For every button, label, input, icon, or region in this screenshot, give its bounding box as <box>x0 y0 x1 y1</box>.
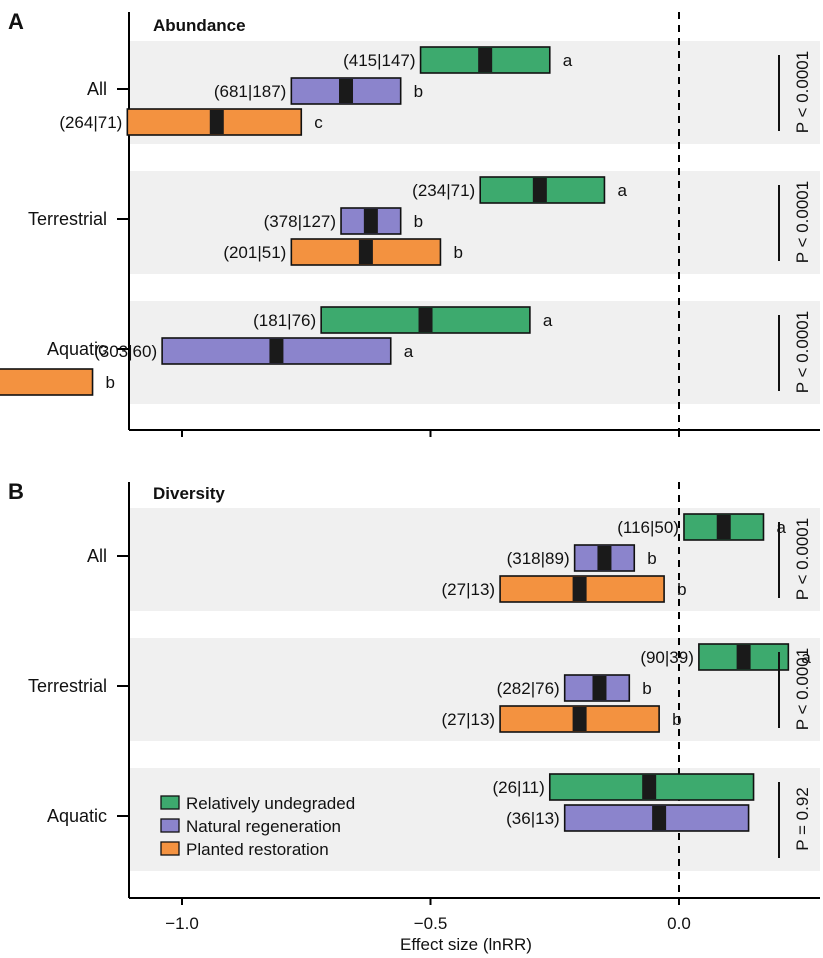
panel-b-terrestrial-undegraded-sample-size: (90|39) <box>640 648 694 667</box>
panel-a-terrestrial-natural-mean-marker <box>363 209 378 233</box>
panel-b-terrestrial-natural-sample-size: (282|76) <box>497 679 560 698</box>
panel-a-terrestrial-natural-sample-size: (378|127) <box>264 212 336 231</box>
panel-b-terrestrial-planted-group-letter: b <box>672 710 681 729</box>
legend-label-planted: Planted restoration <box>186 840 329 859</box>
panel-b-all-category-label: All <box>87 546 107 566</box>
panel-b-aquatic-natural-sample-size: (36|13) <box>506 809 560 828</box>
panel-b-terrestrial-undegraded-mean-marker <box>736 645 751 669</box>
panel-a-aquatic-planted-range-bar <box>0 368 94 396</box>
panel-a-all-natural-group-letter: b <box>414 82 423 101</box>
panel-a-aquatic-natural-mean-marker <box>269 339 284 363</box>
panel-b-all-natural-sample-size: (318|89) <box>507 549 570 568</box>
panel-b-terrestrial-planted-sample-size: (27|13) <box>442 710 496 729</box>
panel-a-aquatic-natural-sample-size: (303|60) <box>94 342 157 361</box>
panel-a-letter: A <box>8 9 24 34</box>
panel-b-terrestrial-natural-group-letter: b <box>642 679 651 698</box>
panel-a-all-undegraded-mean-marker <box>478 48 493 72</box>
panel-a-terrestrial-natural-group-letter: b <box>414 212 423 231</box>
panel-b-aquatic-natural-mean-marker <box>652 806 667 830</box>
panel-b-all-planted-mean-marker <box>572 577 587 601</box>
panel-b-aquatic-category-label: Aquatic <box>47 806 107 826</box>
panel-b-aquatic-p-value: P = 0.92 <box>793 787 812 851</box>
legend-label-undegraded: Relatively undegraded <box>186 794 355 813</box>
legend-swatch-planted <box>160 841 180 856</box>
panel-a-terrestrial-category-label: Terrestrial <box>28 209 107 229</box>
panel-b-letter: B <box>8 479 24 504</box>
panel-a-all-category-label: All <box>87 79 107 99</box>
x-tick-label: −0.5 <box>414 914 448 933</box>
panel-a-terrestrial-p-value: P < 0.0001 <box>793 181 812 263</box>
panel-b-all-planted-group-letter: b <box>677 580 686 599</box>
panel-b-terrestrial-planted-mean-marker <box>572 707 587 731</box>
panel-a-all-natural-sample-size: (681|187) <box>214 82 286 101</box>
panel-b-terrestrial-natural-mean-marker <box>592 676 607 700</box>
panel-a-all-p-value: P < 0.0001 <box>793 51 812 133</box>
panel-a-terrestrial-planted-mean-marker <box>358 240 373 264</box>
panel-a-title: Abundance <box>153 16 246 35</box>
legend-label-natural: Natural regeneration <box>186 817 341 836</box>
panel-b-all-natural-mean-marker <box>597 546 612 570</box>
panel-a-all-planted-mean-marker <box>209 110 224 134</box>
panel-b-all-undegraded-group-letter: a <box>776 518 786 537</box>
panel-b-aquatic-undegraded-sample-size: (26|11) <box>492 778 544 797</box>
panel-a-all-natural-mean-marker <box>339 79 354 103</box>
panel-b-aquatic-undegraded-mean-marker <box>642 775 657 799</box>
panel-a-aquatic-planted-group-letter: b <box>106 373 115 392</box>
panel-a-all-undegraded-group-letter: a <box>563 51 573 70</box>
panel-a-terrestrial-planted-group-letter: b <box>453 243 462 262</box>
panel-a-aquatic-undegraded-group-letter: a <box>543 311 553 330</box>
panel-b-all-undegraded-mean-marker <box>716 515 731 539</box>
panel-a-all-planted-group-letter: c <box>314 113 323 132</box>
panel-a-terrestrial-band <box>130 171 820 274</box>
panel-b-all-p-value: P < 0.0001 <box>793 518 812 600</box>
panel-b-terrestrial-category-label: Terrestrial <box>28 676 107 696</box>
panel-a-aquatic-p-value: P < 0.0001 <box>793 311 812 393</box>
panel-b-title: Diversity <box>153 484 225 503</box>
panel-a-terrestrial-undegraded-group-letter: a <box>617 181 627 200</box>
panel-a-terrestrial-undegraded-sample-size: (234|71) <box>412 181 475 200</box>
panel-a-aquatic-undegraded-mean-marker <box>418 308 433 332</box>
legend-swatch-undegraded <box>160 795 180 810</box>
x-axis-title: Effect size (lnRR) <box>400 935 532 954</box>
panel-a-all-planted-sample-size: (264|71) <box>59 113 122 132</box>
x-tick-label: 0.0 <box>667 914 691 933</box>
panel-a-aquatic-natural-group-letter: a <box>404 342 414 361</box>
panel-b-terrestrial-undegraded-group-letter: a <box>801 648 811 667</box>
panel-a-aquatic-category-label: Aquatic <box>47 339 107 359</box>
panel-a-terrestrial-undegraded-mean-marker <box>532 178 547 202</box>
panel-a-aquatic-undegraded-sample-size: (181|76) <box>253 311 316 330</box>
panel-b-terrestrial-p-value: P < 0.0001 <box>793 648 812 730</box>
panel-a-terrestrial-planted-sample-size: (201|51) <box>223 243 286 262</box>
panel-a-all-undegraded-sample-size: (415|147) <box>343 51 415 70</box>
panel-b-all-natural-group-letter: b <box>647 549 656 568</box>
panel-b-all-planted-sample-size: (27|13) <box>442 580 496 599</box>
legend-swatch-natural <box>160 818 180 833</box>
panel-b-all-undegraded-sample-size: (116|50) <box>617 518 679 537</box>
x-tick-label: −1.0 <box>165 914 199 933</box>
